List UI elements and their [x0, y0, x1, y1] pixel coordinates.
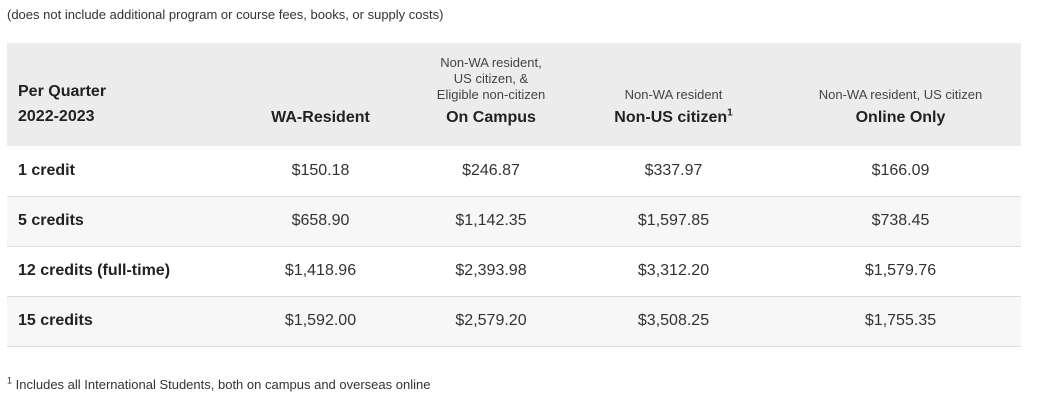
footnote-text: Includes all International Students, bot… — [12, 377, 431, 392]
table-row: 5 credits $658.90 $1,142.35 $1,597.85 $7… — [7, 196, 1021, 246]
cell-on-campus: $2,579.20 — [455, 312, 527, 329]
cell-non-us-citizen: $337.97 — [644, 161, 703, 179]
cell-on-campus: $1,142.35 — [455, 212, 527, 229]
row-label: 1 credit — [18, 161, 75, 179]
cell-non-us-citizen: $3,508.25 — [637, 312, 710, 329]
header-on-campus: Non-WA resident, US citizen, & Eligible … — [415, 43, 567, 146]
cell-non-us-citizen: $3,312.20 — [637, 262, 710, 279]
row-label: 12 credits (full-time) — [18, 262, 171, 279]
header-non-us-label: Non-US citizen — [614, 109, 728, 126]
cell-online-only: $738.45 — [871, 212, 930, 229]
header-per-quarter-label: Per Quarter — [18, 83, 107, 100]
header-non-us-citizen: Non-WA resident Non-US citizen1 — [567, 43, 780, 146]
cell-online-only: $1,755.35 — [864, 312, 937, 329]
row-label: 15 credits — [18, 312, 93, 329]
header-online-label: Online Only — [855, 109, 946, 126]
header-year-label: 2022-2023 — [18, 108, 95, 125]
cell-on-campus: $246.87 — [462, 161, 520, 179]
table-row: 1 credit $150.18 $246.87 $337.97 $166.09 — [7, 146, 1021, 196]
header-wa-resident: WA-Resident — [226, 43, 415, 146]
footnote-marker: 1 — [7, 375, 13, 386]
header-non-us-label-wrap: Non-US citizen1 — [567, 107, 780, 129]
footnote: 1 Includes all International Students, b… — [7, 375, 431, 392]
fees-note: (does not include additional program or … — [7, 7, 444, 22]
header-wa-resident-label: WA-Resident — [271, 109, 370, 126]
cell-wa-resident: $1,592.00 — [284, 312, 357, 329]
cell-online-only: $166.09 — [871, 161, 930, 179]
header-online-only: Non-WA resident, US citizen Online Only — [780, 43, 1021, 146]
header-per-quarter: Per Quarter 2022-2023 — [7, 43, 226, 146]
cell-wa-resident: $658.90 — [291, 212, 350, 229]
header-on-campus-sub-3: Eligible non-citizen — [436, 87, 546, 102]
tuition-table: Per Quarter 2022-2023 WA-Resident Non-WA… — [7, 43, 1021, 347]
header-on-campus-label: On Campus — [446, 109, 536, 126]
cell-non-us-citizen: $1,597.85 — [637, 212, 710, 229]
header-non-us-footnote-marker: 1 — [727, 107, 733, 119]
header-online-sub: Non-WA resident, US citizen — [818, 87, 983, 102]
header-on-campus-sub-1: Non-WA resident, — [440, 55, 542, 70]
row-label: 5 credits — [18, 212, 84, 229]
cell-online-only: $1,579.76 — [864, 262, 937, 279]
header-non-us-sub: Non-WA resident — [624, 87, 723, 102]
cell-wa-resident: $150.18 — [291, 161, 350, 179]
header-on-campus-sub-2: US citizen, & — [453, 71, 529, 86]
table-row: 12 credits (full-time) $1,418.96 $2,393.… — [7, 246, 1021, 296]
table-header-row: Per Quarter 2022-2023 WA-Resident Non-WA… — [7, 43, 1021, 146]
cell-wa-resident: $1,418.96 — [284, 262, 357, 279]
table-row: 15 credits $1,592.00 $2,579.20 $3,508.25… — [7, 296, 1021, 346]
cell-on-campus: $2,393.98 — [455, 262, 527, 279]
